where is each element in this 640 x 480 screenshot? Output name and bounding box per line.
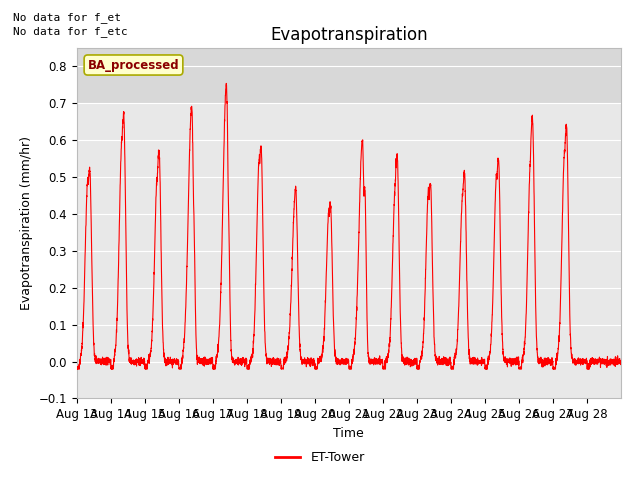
Text: No data for f_etc: No data for f_etc: [13, 26, 127, 37]
X-axis label: Time: Time: [333, 427, 364, 440]
Legend: ET-Tower: ET-Tower: [270, 446, 370, 469]
Text: No data for f_et: No data for f_et: [13, 12, 121, 23]
Title: Evapotranspiration: Evapotranspiration: [270, 25, 428, 44]
Y-axis label: Evapotranspiration (mm/hr): Evapotranspiration (mm/hr): [20, 136, 33, 310]
Text: BA_processed: BA_processed: [88, 59, 179, 72]
Bar: [77, 48, 621, 103]
